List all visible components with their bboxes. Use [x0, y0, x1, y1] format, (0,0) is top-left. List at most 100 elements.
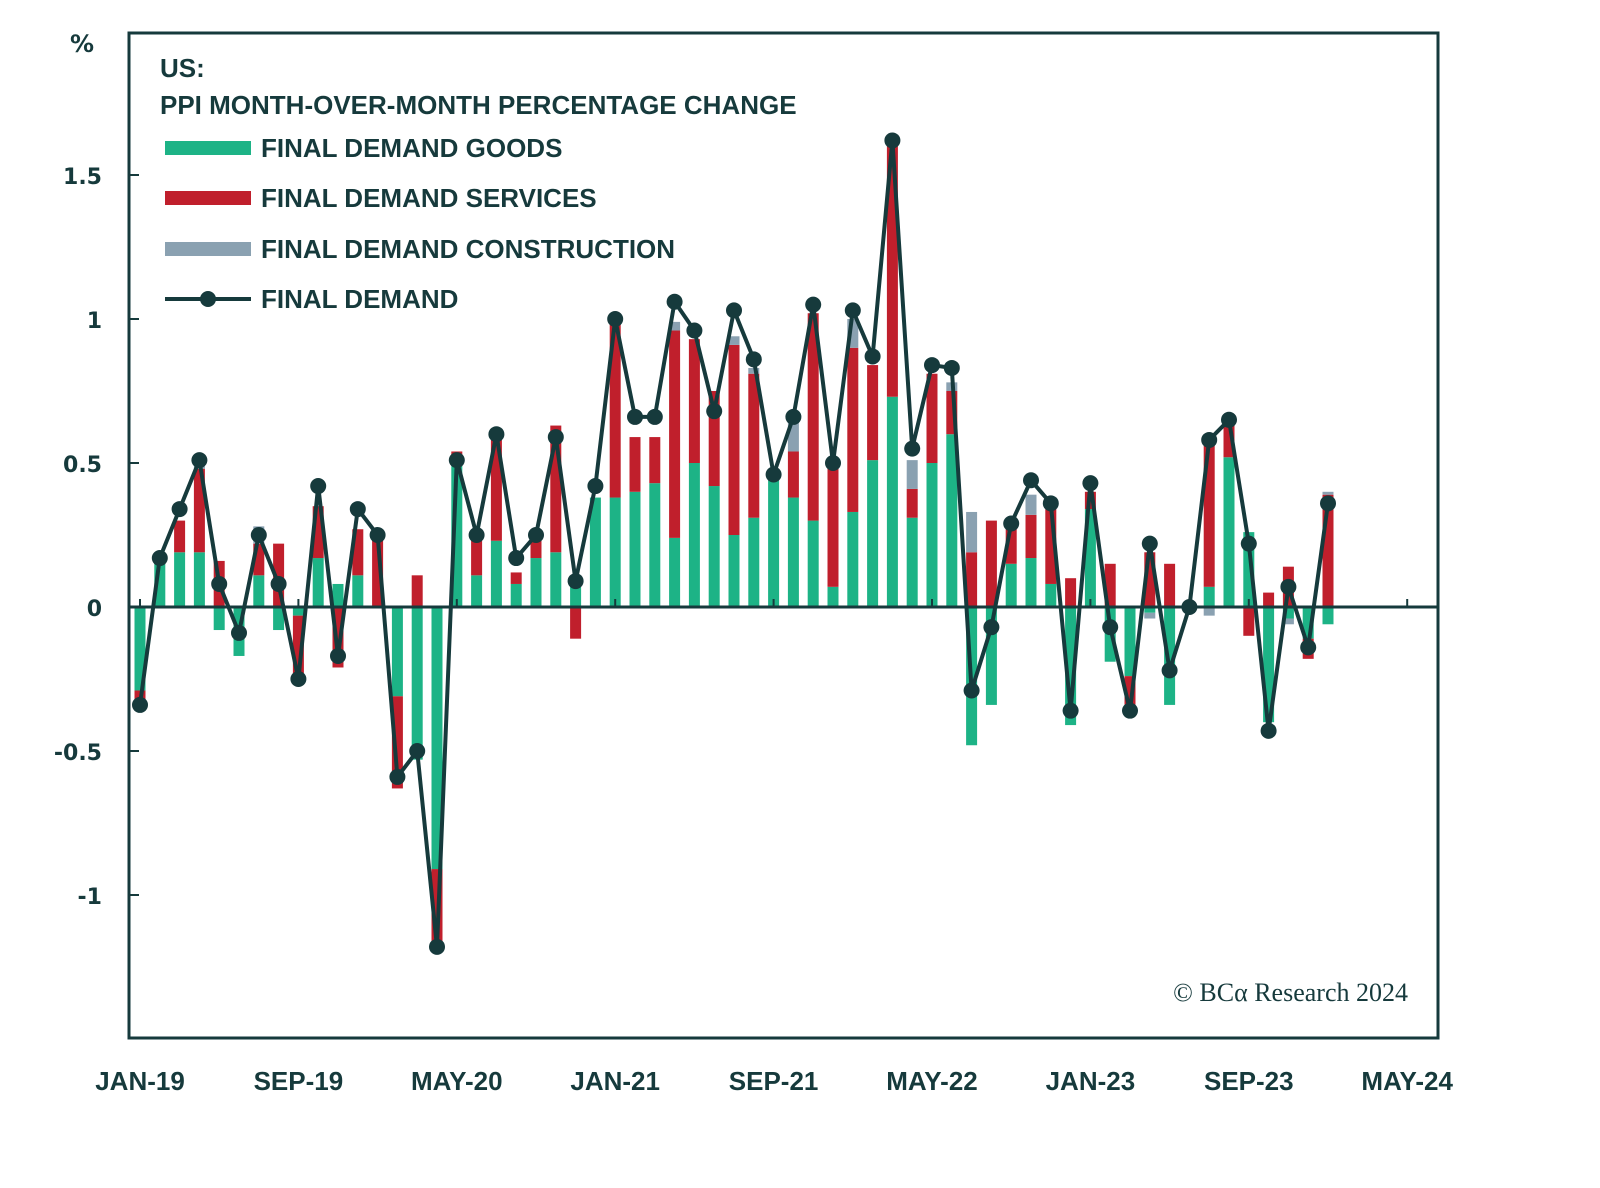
bar-final-demand-goods — [669, 537, 681, 607]
bar-final-demand-construction — [1144, 612, 1156, 619]
final-demand-point — [250, 527, 267, 543]
bar-final-demand-services — [748, 373, 760, 518]
final-demand-point — [1161, 662, 1178, 679]
bar-final-demand-construction — [966, 511, 978, 553]
bar-final-demand-goods — [1144, 607, 1156, 613]
bar-final-demand-goods — [292, 607, 304, 616]
bar-final-demand-goods — [787, 497, 799, 607]
bar-final-demand-services — [1164, 563, 1176, 607]
final-demand-point — [963, 682, 980, 699]
bar-final-demand-services — [1005, 523, 1017, 564]
final-demand-point — [844, 302, 861, 319]
bar-final-demand-services — [352, 529, 364, 576]
bar-final-demand-goods — [1282, 607, 1294, 619]
final-demand-point — [330, 647, 346, 664]
bar-final-demand-goods — [589, 497, 601, 607]
bar-final-demand-services — [946, 391, 958, 435]
x-tick-label: JAN-19 — [95, 1066, 185, 1096]
bar-final-demand-services — [391, 696, 403, 789]
legend-label-services: FINAL DEMAND SERVICES — [261, 183, 597, 213]
final-demand-point — [290, 671, 307, 687]
bar-final-demand-services — [471, 540, 483, 576]
y-tick-label: -1 — [78, 885, 102, 910]
final-demand-point — [528, 527, 544, 543]
bar-final-demand-goods — [312, 558, 324, 607]
bar-final-demand-services — [174, 520, 186, 553]
bar-final-demand-goods — [1025, 558, 1037, 607]
bar-final-demand-services — [1025, 514, 1037, 559]
bar-final-demand-goods — [174, 552, 186, 607]
final-demand-point — [547, 429, 564, 446]
final-demand-point — [1062, 702, 1079, 719]
x-tick-label: SEP-19 — [254, 1066, 344, 1096]
final-demand-point — [983, 619, 1000, 636]
legend-label-goods: FINAL DEMAND GOODS — [261, 133, 562, 163]
bar-final-demand-services — [1203, 445, 1215, 587]
bar-final-demand-services — [966, 552, 978, 607]
final-demand-point — [1042, 495, 1059, 512]
bar-final-demand-goods — [609, 497, 621, 607]
final-demand-point — [884, 132, 901, 149]
bar-final-demand-services — [649, 437, 661, 484]
bar-final-demand-services — [490, 439, 502, 541]
final-demand-point — [1082, 475, 1099, 492]
final-demand-point — [349, 501, 366, 518]
x-tick-label: SEP-21 — [729, 1066, 819, 1096]
bar-final-demand-goods — [391, 607, 403, 697]
final-demand-point — [1122, 702, 1138, 719]
final-demand-point — [468, 527, 485, 543]
final-demand-point — [310, 478, 327, 495]
bar-final-demand-goods — [1223, 457, 1235, 607]
bar-final-demand-goods — [1263, 607, 1275, 723]
final-demand-point — [1221, 411, 1237, 428]
bar-final-demand-services — [906, 488, 918, 518]
legend-swatch-goods — [165, 141, 251, 155]
bar-final-demand-goods — [886, 396, 898, 607]
bar-final-demand-goods — [193, 552, 205, 607]
bar-final-demand-goods — [629, 491, 641, 607]
bar-final-demand-services — [510, 572, 522, 584]
y-tick-label: 0.5 — [63, 453, 102, 478]
bar-final-demand-construction — [787, 422, 799, 452]
bar-final-demand-goods — [1203, 586, 1215, 607]
bar-final-demand-goods — [431, 607, 443, 870]
bar-final-demand-services — [332, 607, 344, 668]
bar-final-demand-goods — [708, 486, 720, 607]
bar-final-demand-services — [629, 437, 641, 492]
final-demand-line-group — [132, 132, 1336, 955]
final-demand-point — [765, 466, 782, 483]
bar-final-demand-goods — [1065, 607, 1077, 726]
bar-final-demand-services — [1243, 607, 1255, 636]
bar-final-demand-services — [688, 339, 700, 463]
bar-final-demand-services — [253, 543, 265, 576]
bar-final-demand-construction — [847, 319, 859, 348]
bar-final-demand-services — [1065, 578, 1077, 607]
bar-final-demand-services — [609, 313, 621, 498]
bar-final-demand-goods — [985, 607, 997, 705]
final-demand-point — [627, 408, 643, 425]
final-demand-point — [1102, 619, 1119, 636]
final-demand-point — [825, 455, 841, 471]
final-demand-point — [409, 743, 426, 759]
bar-final-demand-goods — [1302, 607, 1314, 639]
legend-label-final-demand: FINAL DEMAND — [261, 284, 458, 314]
y-tick-label: 1.5 — [63, 165, 102, 190]
bar-final-demand-goods — [768, 480, 780, 607]
bar-final-demand-services — [1104, 563, 1116, 607]
final-demand-point — [686, 322, 703, 339]
bar-final-demand-goods — [867, 460, 879, 607]
bar-final-demand-goods — [1243, 532, 1255, 607]
final-demand-point — [211, 575, 228, 592]
final-demand-point — [1003, 515, 1020, 532]
final-demand-point — [785, 408, 802, 425]
bar-final-demand-services — [1263, 592, 1275, 607]
bar-final-demand-services — [530, 540, 542, 559]
bar-final-demand-construction — [728, 336, 740, 345]
final-demand-point — [1260, 722, 1277, 739]
bar-final-demand-goods — [688, 463, 700, 607]
bar-final-demand-goods — [827, 586, 839, 607]
final-demand-point — [171, 501, 188, 518]
y-axis: -1 -0.5 0 0.5 1 1.5 — [54, 165, 139, 910]
bar-final-demand-goods — [946, 434, 958, 607]
